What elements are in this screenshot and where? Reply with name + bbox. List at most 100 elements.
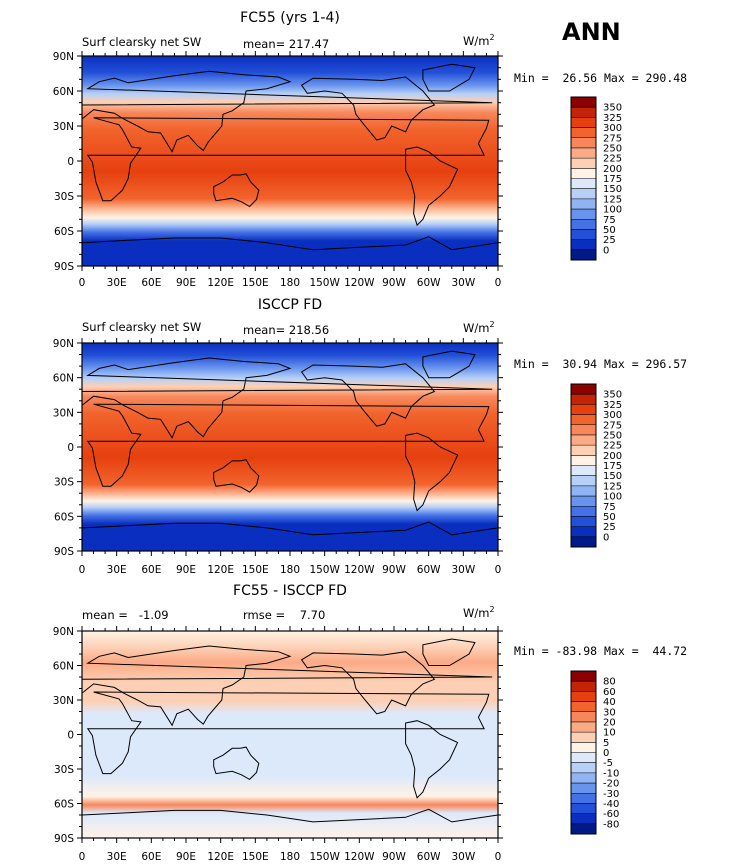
panel-1-mean-label: mean= 217.47 [243,37,330,51]
lon-tick-label: 150W [309,277,340,289]
lon-tick-label: 30W [451,851,475,863]
lon-tick-label: 0 [495,564,502,576]
colorbar-label: 200 [603,164,622,175]
continent-outline-antarctica [81,808,499,823]
lon-tick-label: 60W [417,851,441,863]
continent-outline-africa [86,691,490,775]
colorbar-label: 150 [603,184,622,195]
lon-tick-label: 0 [79,277,86,289]
lon-tick-label: 90W [382,564,406,576]
lat-tick-label: 30S [54,764,74,776]
lon-tick-label: 180 [280,564,300,576]
lon-tick-label: 90W [382,277,406,289]
colorbar-swatch [571,249,596,261]
continent-outline-australia [213,746,260,781]
panel-3-title: FC55 - ISCCP FD [233,583,347,599]
continent-outline-greenland [422,638,476,666]
colorbar-label: -10 [603,768,619,779]
lat-tick-label: 60N [53,661,74,673]
lon-tick-label: 120E [207,277,234,289]
colorbar-swatch [571,384,596,395]
lon-tick-label: 120W [344,851,375,863]
colorbar-swatch [571,516,596,527]
lon-tick-label: 120E [207,564,234,576]
colorbar-swatch [571,475,596,487]
lon-tick-label: 0 [79,851,86,863]
colorbar-swatch [571,762,596,774]
lon-tick-label: 30E [107,851,127,863]
lat-tick-label: 60N [53,373,74,385]
colorbar-swatch [571,404,596,415]
colorbar-label: -20 [603,779,619,790]
lat-tick-label: 60S [54,511,74,523]
lat-tick-label: 30N [53,121,74,133]
colorbar-label: 75 [603,502,616,513]
colorbar-label: -80 [603,819,619,830]
colorbar-swatch [571,434,596,446]
continent-outline-north-america [300,363,436,427]
season-label: ANN [562,18,621,46]
colorbar-swatch [571,526,596,538]
colorbar-label: 225 [603,441,622,452]
lon-tick-label: 30W [451,564,475,576]
continent-outline-australia [213,173,260,208]
lon-tick-label: 30E [107,564,127,576]
colorbar-label: -60 [603,809,619,820]
colorbar-swatch [571,445,596,456]
colorbar-label: -40 [603,799,619,810]
colorbar-label: 5 [603,738,609,749]
colorbar-label: 50 [603,512,616,523]
colorbar-label: 325 [603,400,622,411]
colorbar-swatch [571,772,596,784]
continent-outline-europe-asia [81,70,493,153]
continent-outline-south-america [405,146,459,227]
continent-outline-north-america [300,76,436,141]
colorbar-label: 125 [603,481,622,492]
lat-tick-label: 90S [54,546,74,558]
panel-3-min-max: Min = -83.98 Max = 44.72 [514,644,688,658]
colorbar-label: 10 [603,728,616,739]
continent-outline-antarctica [81,521,499,536]
continent-outline-south-america [405,720,459,799]
colorbar-label: 150 [603,471,622,482]
colorbar-swatch [571,239,596,251]
colorbar-swatch [571,721,596,733]
panel-3-axes: 90N 60N 30N 0 30S 60S 90S 0 30E 60E 90E 120E 150E 180… [53,626,503,863]
lat-tick-label: 60N [53,86,74,98]
colorbar-swatch [571,168,596,179]
continent-outline-africa [86,403,490,487]
lon-tick-label: 120W [344,277,375,289]
colorbar-label: 275 [603,133,622,144]
lon-tick-label: 150W [309,564,340,576]
lat-tick-label: 90S [54,833,74,845]
colorbar-swatch [571,793,596,804]
colorbar-swatch [571,188,596,200]
panel-3-mean-label: mean = -1.09 [82,608,169,622]
lon-tick-label: 90E [176,851,196,863]
panel-1-axes: 90N 60N 30N 0 30S 60S 90S 0 30E 60E 90E 120E 150E 180… [53,51,503,289]
colorbar-swatch [571,536,596,548]
colorbar-label: 300 [603,410,622,421]
colorbar-swatch [571,671,596,682]
colorbar-swatch [571,178,596,189]
colorbar-label: 275 [603,420,622,431]
colorbar-label: 325 [603,113,622,124]
lat-tick-label: 0 [67,442,74,454]
lat-tick-label: 0 [67,156,74,168]
colorbar-label: 20 [603,717,616,728]
lat-tick-label: 60S [54,226,74,238]
lon-tick-label: 0 [495,851,502,863]
lon-tick-label: 60E [141,564,161,576]
colorbar-swatch [571,209,596,220]
colorbar-swatch [571,803,596,814]
colorbar-swatch [571,117,596,128]
colorbar-swatch [571,783,596,794]
colorbar-label: 0 [603,748,609,759]
lon-tick-label: 120W [344,564,375,576]
lon-tick-label: 150E [242,564,269,576]
colorbar-label: 250 [603,430,622,441]
lon-tick-label: 30E [107,277,127,289]
lon-tick-label: 150E [242,277,269,289]
lon-tick-label: 30W [451,277,475,289]
